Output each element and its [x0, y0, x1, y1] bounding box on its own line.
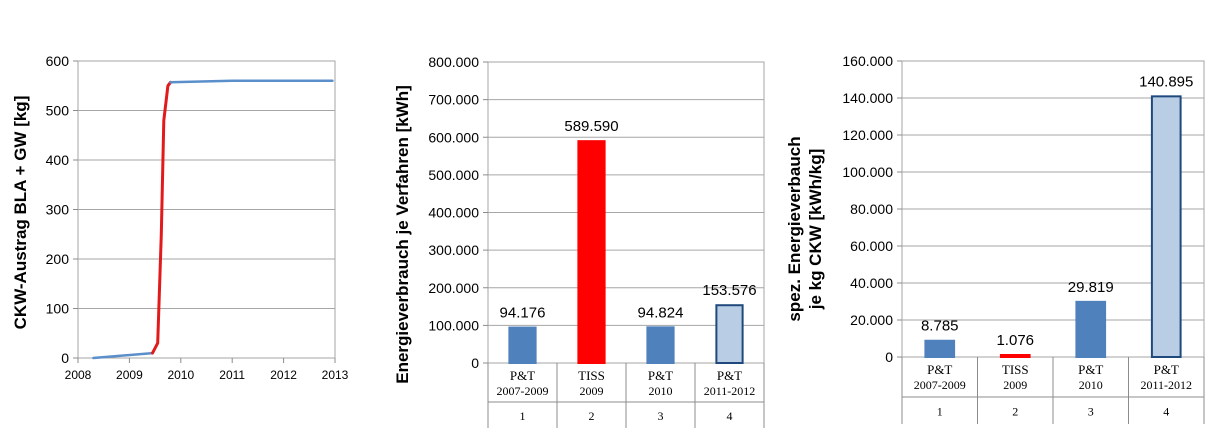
y-tick-label-1: 100: [46, 301, 70, 317]
x-tick-label-1: 2011: [219, 368, 245, 382]
series-line-1-2: [151, 80, 172, 355]
category-sublabel-3-3: 2010: [1079, 378, 1103, 392]
y-tick-label-3: 40.000: [850, 275, 893, 291]
y-axis-title-3-line-2: je kg CKW [kWh/kg]: [806, 149, 825, 311]
category-sublabel-3-1: 2007-2009: [914, 378, 966, 392]
category-label-3-4: P&T: [1154, 362, 1179, 377]
y-tick-label-3: 160.000: [842, 53, 893, 69]
category-index-3-1: 1: [937, 405, 943, 419]
y-tick-label-2: 200.000: [428, 280, 479, 296]
category-sublabel-3-2: 2009: [1003, 378, 1027, 392]
y-tick-label-2: 700.000: [428, 92, 479, 108]
y-tick-label-1: 500: [46, 103, 70, 119]
y-tick-label-2: 400.000: [428, 205, 479, 221]
bar-3-4: [1150, 95, 1182, 359]
category-index-3-4: 4: [1163, 405, 1169, 419]
bar-2-4: [715, 304, 744, 365]
category-label-2-1: P&T: [510, 368, 535, 383]
y-tick-label-2: 0: [471, 355, 479, 371]
x-tick-label-1: 2012: [270, 368, 297, 382]
y-tick-label-3: 120.000: [842, 127, 893, 143]
bar-2-1: [508, 326, 537, 365]
x-tick-label-1: 2009: [116, 368, 143, 382]
y-axis-title-3-line-1: spez. Energieverbauch: [785, 136, 804, 321]
y-tick-label-3: 60.000: [850, 238, 893, 254]
bar-3-2: [999, 354, 1031, 358]
category-label-2-4: P&T: [717, 368, 742, 383]
y-tick-label-3: 100.000: [842, 164, 893, 180]
category-sublabel-2-3: 2010: [649, 384, 673, 398]
x-tick-label-1: 2010: [167, 368, 194, 382]
category-label-3-3: P&T: [1078, 362, 1103, 377]
category-sublabel-2-4: 2011-2012: [704, 384, 756, 398]
data-label-2-2: 589.590: [564, 118, 618, 135]
bar-3-1: [924, 339, 956, 358]
y-axis-title-2: Energieverbrauch je Verfahren [kWh]: [393, 85, 412, 384]
category-index-2-2: 2: [589, 409, 595, 423]
y-tick-label-2: 600.000: [428, 129, 479, 145]
bar-2-3: [646, 326, 675, 365]
y-tick-label-1: 200: [46, 251, 70, 267]
y-tick-label-3: 20.000: [850, 312, 893, 328]
category-sublabel-2-1: 2007-2009: [497, 384, 549, 398]
y-tick-label-2: 800.000: [428, 54, 479, 70]
bar-3-3: [1075, 300, 1107, 358]
y-tick-label-2: 500.000: [428, 167, 479, 183]
x-tick-label-1: 2008: [65, 368, 92, 382]
category-index-2-3: 3: [658, 409, 664, 423]
category-label-3-2: TISS: [1002, 362, 1029, 377]
data-label-2-3: 94.824: [638, 304, 684, 321]
category-label-2-3: P&T: [648, 368, 673, 383]
data-label-3-3: 29.819: [1068, 279, 1114, 296]
y-tick-label-2: 300.000: [428, 242, 479, 258]
y-tick-label-1: 0: [61, 350, 69, 366]
category-sublabel-3-4: 2011-2012: [1140, 378, 1192, 392]
series-line-1-1: [92, 351, 154, 360]
category-index-2-4: 4: [727, 409, 733, 423]
y-tick-label-3: 0: [885, 349, 893, 365]
category-label-3-1: P&T: [927, 362, 952, 377]
y-tick-label-1: 400: [46, 152, 70, 168]
data-label-2-4: 153.576: [702, 282, 756, 299]
category-index-2-1: 1: [520, 409, 526, 423]
category-index-3-3: 3: [1088, 405, 1094, 419]
y-axis-title-1: CKW-Austrag BLA + GW [kg]: [11, 96, 30, 330]
category-label-2-2: TISS: [578, 368, 605, 383]
data-label-3-2: 1.076: [996, 332, 1034, 349]
y-tick-label-2: 100.000: [428, 317, 479, 333]
x-tick-label-1: 2013: [322, 368, 349, 382]
y-tick-label-1: 600: [46, 53, 70, 69]
data-label-3-4: 140.895: [1139, 73, 1193, 90]
y-tick-label-3: 140.000: [842, 90, 893, 106]
bar-2-2: [577, 140, 606, 364]
y-tick-label-3: 80.000: [850, 201, 893, 217]
y-tick-label-1: 300: [46, 202, 70, 218]
data-label-3-1: 8.785: [921, 318, 959, 335]
data-label-2-1: 94.176: [500, 305, 546, 322]
category-index-3-2: 2: [1012, 405, 1018, 419]
category-sublabel-2-2: 2009: [580, 384, 604, 398]
series-line-1-3: [169, 79, 334, 84]
